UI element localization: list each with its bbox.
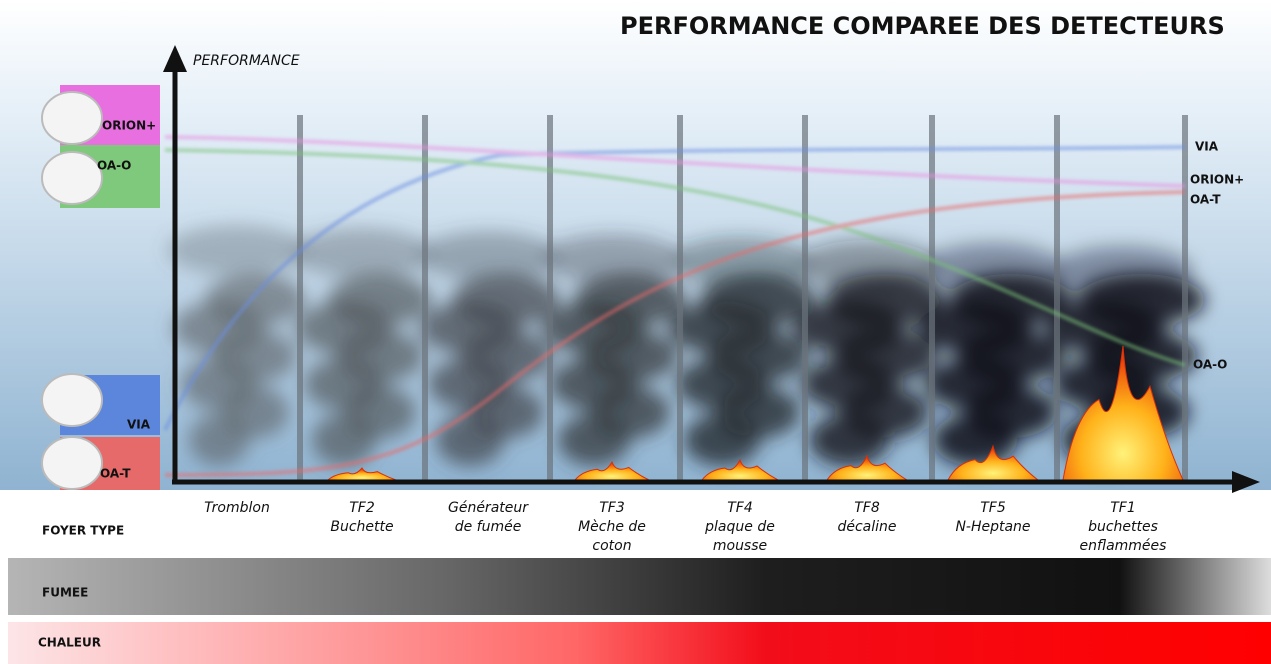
smoke-puff <box>328 274 432 326</box>
smoke-cloud <box>670 237 810 287</box>
smoke-bar <box>8 558 1271 615</box>
pole <box>1182 115 1188 482</box>
title: PERFORMANCE COMPAREE DES DETECTEURS <box>620 12 1225 40</box>
detector-icon <box>41 91 103 145</box>
smoke-puff <box>452 274 560 326</box>
detector-label: OA-O <box>97 159 131 173</box>
detector-label: OA-T <box>100 467 131 481</box>
axes <box>163 45 1260 493</box>
fire-type-label: buchettes <box>1088 519 1158 535</box>
smoke-cloud <box>418 231 558 281</box>
fire-type-label: Mèche de <box>578 519 646 535</box>
fire-type-label: TF8 <box>854 500 880 516</box>
smoke <box>167 225 1205 466</box>
detector-icon <box>41 151 103 205</box>
fire-type-label: de fumée <box>455 519 522 535</box>
smoke-cloud <box>1053 246 1193 296</box>
heat-bar <box>8 622 1271 664</box>
row-label: CHALEUR <box>38 636 101 650</box>
fire-type-label: N-Heptane <box>955 519 1030 535</box>
pole <box>547 115 553 482</box>
curve-oat <box>164 190 1186 477</box>
pole <box>802 115 808 482</box>
curve-label: OA-T <box>1190 193 1221 207</box>
fire-type-label: enflammées <box>1080 538 1167 554</box>
flame <box>573 460 650 481</box>
fire-type-label: TF3 <box>599 500 625 516</box>
row-label: FOYER TYPE <box>42 524 124 538</box>
flame <box>326 467 397 481</box>
fire-type-label: TF4 <box>727 500 753 516</box>
pole <box>1054 115 1060 482</box>
detector-icon <box>41 436 103 490</box>
fire-type-label: Buchette <box>330 519 393 535</box>
fire-type-label: TF5 <box>980 500 1006 516</box>
flame <box>947 444 1040 481</box>
pole <box>677 115 683 482</box>
smoke-cloud <box>923 243 1063 293</box>
smoke-puff <box>205 274 305 326</box>
flame <box>1062 345 1184 481</box>
fire-type-label: décaline <box>837 519 896 535</box>
smoke-puff <box>700 274 816 326</box>
pole <box>297 115 303 482</box>
curve-orion <box>164 135 1186 188</box>
flame <box>826 454 909 481</box>
left-boxes: ORION+ OA-O VIA OA-T <box>41 85 160 490</box>
fire-type-label: Générateur <box>448 500 529 516</box>
detector-icon <box>41 373 103 427</box>
flame <box>700 458 779 481</box>
poles <box>297 115 1188 482</box>
row-label: FUMEE <box>42 586 88 600</box>
curve-label: ORION+ <box>1190 173 1244 187</box>
curve-label: VIA <box>1195 140 1219 154</box>
fire-type-label: TF1 <box>1110 500 1136 516</box>
fire-type-label: Tromblon <box>204 500 270 516</box>
fire-type-label: mousse <box>713 538 767 554</box>
smoke-cloud <box>797 240 937 290</box>
smoke-cloud <box>167 225 307 275</box>
axis-label: PERFORMANCE <box>193 53 300 69</box>
curve-label: OA-O <box>1193 358 1227 372</box>
flames <box>326 345 1184 481</box>
fire-type-label: coton <box>592 538 631 554</box>
pole <box>929 115 935 482</box>
pole <box>422 115 428 482</box>
curves <box>163 135 1186 477</box>
fire-type-label: TF2 <box>349 500 375 516</box>
curve-oao <box>164 148 1186 367</box>
detector-label: VIA <box>127 418 151 432</box>
smoke-cloud <box>292 228 432 278</box>
detector-label: ORION+ <box>102 119 156 133</box>
smoke-cloud <box>542 234 682 284</box>
fire-type-label: plaque de <box>704 519 775 535</box>
fire-types: Tromblon TF2 Buchette Générateur de fumée TF3… <box>204 500 1166 554</box>
